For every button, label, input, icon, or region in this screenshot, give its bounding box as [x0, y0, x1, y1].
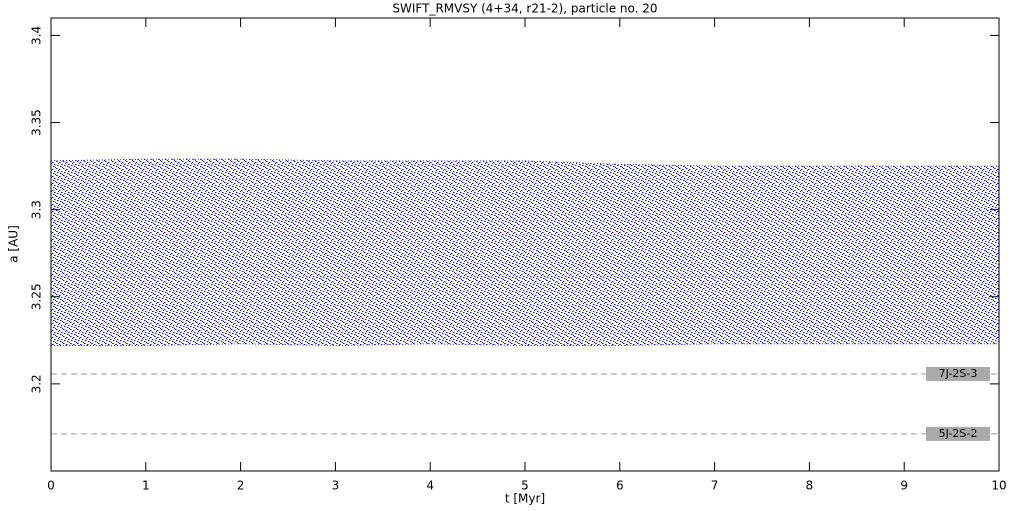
x-tick-label: 1 — [142, 479, 150, 493]
scatter-cloud — [50, 158, 1000, 346]
x-tick-label: 0 — [47, 479, 55, 493]
x-tick-label: 5 — [521, 479, 529, 493]
y-tick-label: 3.25 — [30, 283, 44, 310]
x-tick-label: 9 — [900, 479, 908, 493]
x-tick-label: 10 — [991, 479, 1006, 493]
resonance-label-box — [926, 426, 990, 441]
x-tick-label: 6 — [616, 479, 624, 493]
resonance-label-box — [926, 366, 990, 381]
y-tick-label: 3.3 — [30, 200, 44, 219]
resonance-label: 7J-2S-3 — [939, 367, 978, 380]
resonance-label: 5J-2S-2 — [939, 427, 978, 440]
x-tick-label: 2 — [237, 479, 245, 493]
x-tick-label: 4 — [426, 479, 434, 493]
x-tick-label: 7 — [711, 479, 719, 493]
y-tick-label: 3.2 — [30, 374, 44, 393]
y-axis-label: a [AU] — [7, 225, 21, 263]
x-tick-label: 3 — [332, 479, 340, 493]
chart-title: SWIFT_RMVSY (4+34, r21-2), particle no. … — [392, 2, 657, 16]
x-axis-label: t [Myr] — [505, 492, 545, 506]
x-tick-label: 8 — [806, 479, 814, 493]
y-tick-label: 3.35 — [30, 109, 44, 136]
y-tick-label: 3.4 — [30, 26, 44, 45]
